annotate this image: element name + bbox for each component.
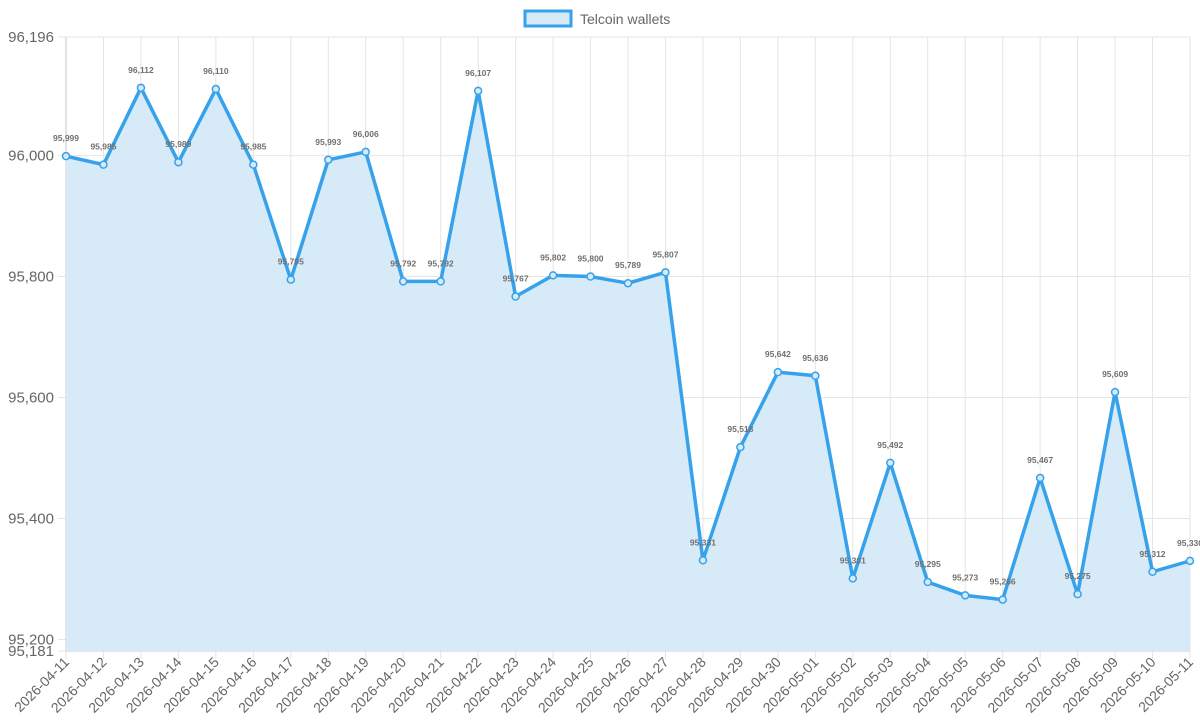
data-point[interactable]	[473, 86, 483, 96]
legend-swatch	[523, 9, 573, 28]
data-label: 96,107	[465, 68, 491, 78]
data-label: 95,275	[1065, 571, 1091, 581]
data-label: 95,266	[990, 577, 1016, 587]
data-point[interactable]	[511, 292, 520, 301]
data-label: 95,789	[615, 260, 641, 270]
data-point[interactable]	[61, 151, 71, 161]
data-label: 95,492	[877, 440, 903, 450]
data-point[interactable]	[923, 577, 932, 587]
data-point[interactable]	[736, 442, 745, 452]
data-label: 95,993	[315, 137, 341, 147]
data-label: 95,609	[1102, 369, 1128, 379]
data-label: 95,800	[578, 254, 604, 264]
data-label: 95,642	[765, 349, 791, 359]
data-point[interactable]	[623, 278, 633, 288]
data-point[interactable]	[324, 155, 333, 165]
data-point[interactable]	[136, 83, 146, 93]
legend[interactable]: Telcoin wallets	[523, 9, 670, 28]
data-point[interactable]	[174, 157, 183, 167]
data-point[interactable]	[211, 84, 221, 94]
y-tick-label: 96,000	[8, 148, 54, 165]
data-point[interactable]	[1148, 567, 1157, 577]
data-label: 95,518	[727, 424, 753, 434]
data-label: 96,112	[128, 65, 154, 75]
data-point[interactable]	[361, 147, 370, 157]
data-point[interactable]	[960, 591, 970, 600]
data-label: 95,767	[503, 274, 529, 284]
data-label: 95,330	[1177, 538, 1200, 548]
data-point[interactable]	[436, 277, 445, 286]
y-tick-label: 96,196	[8, 29, 54, 46]
data-point[interactable]	[586, 272, 595, 281]
series-area-fill	[66, 87, 1190, 651]
y-tick-label: 95,400	[8, 511, 54, 528]
data-label: 95,301	[840, 555, 866, 565]
data-label: 95,802	[540, 252, 566, 262]
y-tick-label: 95,600	[8, 390, 54, 407]
legend-label: Telcoin wallets	[580, 11, 670, 27]
data-label: 95,792	[428, 258, 454, 268]
data-point[interactable]	[1185, 556, 1195, 566]
data-point[interactable]	[1073, 589, 1082, 599]
data-point[interactable]	[848, 574, 858, 583]
data-point[interactable]	[998, 595, 1007, 604]
data-label: 95,807	[652, 249, 678, 259]
y-tick-label: 95,200	[8, 632, 54, 649]
data-label: 95,295	[915, 559, 941, 569]
data-label: 95,467	[1027, 455, 1053, 465]
data-label: 96,110	[203, 66, 229, 76]
data-labels: 95,999 95,985 96,112 95,989 96,110 95,985 95,7…	[53, 65, 1200, 587]
y-tick-label: 95,181	[8, 643, 54, 660]
data-point[interactable]	[1035, 473, 1045, 483]
data-point[interactable]	[811, 371, 820, 381]
data-point[interactable]	[286, 275, 296, 284]
data-label: 95,273	[952, 572, 978, 582]
data-point[interactable]	[398, 277, 408, 286]
data-label: 95,312	[1140, 549, 1166, 559]
data-point[interactable]	[1110, 387, 1120, 397]
data-point[interactable]	[698, 556, 708, 565]
data-point[interactable]	[249, 160, 258, 169]
data-label: 96,006	[353, 129, 379, 139]
data-point[interactable]	[886, 458, 895, 468]
data-label: 95,989	[165, 139, 191, 149]
data-label: 95,636	[802, 353, 828, 363]
data-label: 95,999	[53, 133, 79, 143]
y-tick-label: 95,800	[8, 269, 54, 286]
data-points	[61, 83, 1195, 604]
data-label: 95,795	[278, 257, 304, 267]
data-label: 95,331	[690, 537, 716, 547]
data-point[interactable]	[548, 271, 558, 280]
data-label: 95,985	[90, 142, 116, 152]
data-label: 95,792	[390, 258, 416, 268]
data-point[interactable]	[99, 160, 108, 169]
data-point[interactable]	[661, 268, 670, 277]
data-point[interactable]	[773, 367, 783, 377]
data-label: 95,985	[240, 142, 266, 152]
x-axis: 2026-04-112026-04-122026-04-132026-04-14…	[11, 654, 1196, 716]
